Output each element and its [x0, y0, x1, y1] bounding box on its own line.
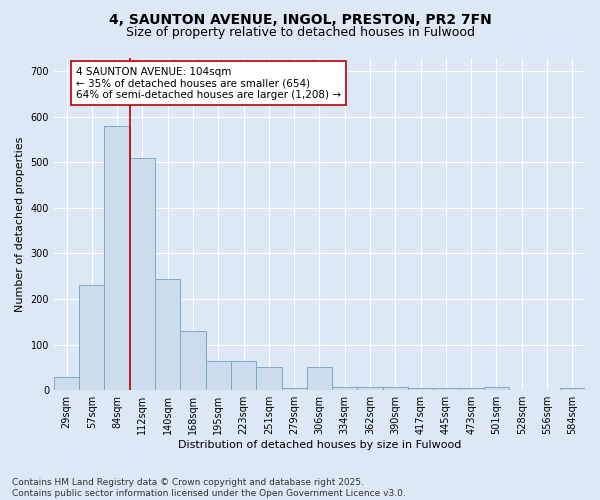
Bar: [155, 278, 181, 390]
Bar: [79, 286, 104, 390]
Bar: [231, 360, 256, 390]
Bar: [560, 388, 585, 390]
Bar: [256, 368, 281, 390]
Bar: [104, 126, 130, 390]
Bar: [408, 388, 433, 390]
Bar: [433, 388, 458, 390]
Text: 4 SAUNTON AVENUE: 104sqm
← 35% of detached houses are smaller (654)
64% of semi-: 4 SAUNTON AVENUE: 104sqm ← 35% of detach…: [76, 66, 341, 100]
Bar: [206, 360, 231, 390]
Bar: [54, 376, 79, 390]
Text: 4, SAUNTON AVENUE, INGOL, PRESTON, PR2 7FN: 4, SAUNTON AVENUE, INGOL, PRESTON, PR2 7…: [109, 12, 491, 26]
Bar: [383, 386, 408, 390]
Bar: [332, 386, 358, 390]
Bar: [358, 386, 383, 390]
X-axis label: Distribution of detached houses by size in Fulwood: Distribution of detached houses by size …: [178, 440, 461, 450]
Bar: [281, 388, 307, 390]
Bar: [181, 331, 206, 390]
Text: Contains HM Land Registry data © Crown copyright and database right 2025.
Contai: Contains HM Land Registry data © Crown c…: [12, 478, 406, 498]
Y-axis label: Number of detached properties: Number of detached properties: [15, 136, 25, 312]
Bar: [458, 388, 484, 390]
Bar: [307, 368, 332, 390]
Bar: [484, 386, 509, 390]
Bar: [130, 158, 155, 390]
Text: Size of property relative to detached houses in Fulwood: Size of property relative to detached ho…: [125, 26, 475, 39]
